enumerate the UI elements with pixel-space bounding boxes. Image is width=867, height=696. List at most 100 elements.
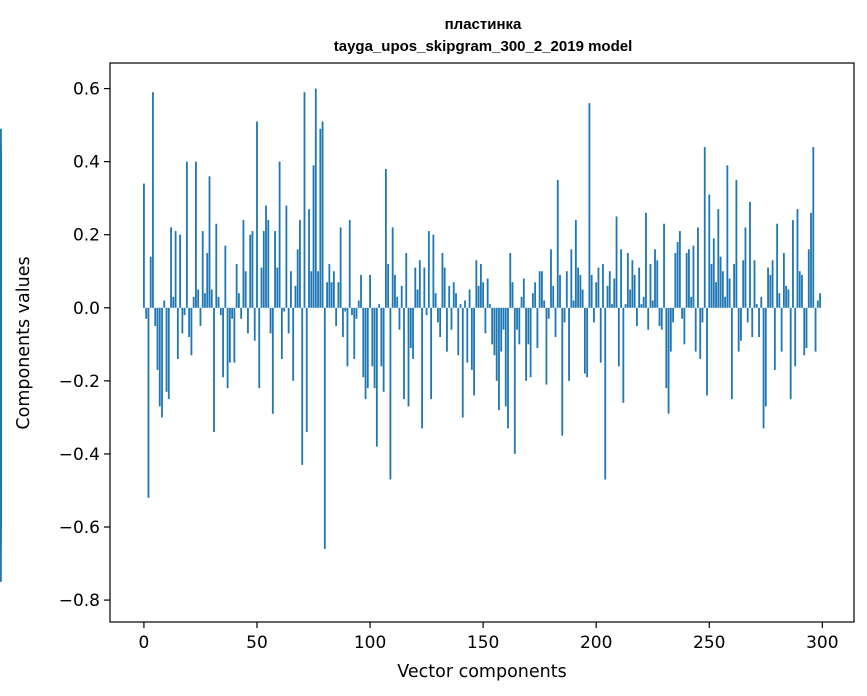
bar-component-35: [222, 307, 224, 378]
bar-component-152: [486, 278, 489, 308]
bar-component-251: [710, 263, 713, 308]
bar-component-253: [715, 282, 717, 308]
bar-component-32: [215, 223, 218, 308]
bar-component-229: [660, 307, 663, 330]
bar-component-267: [746, 307, 749, 323]
bar-component-243: [692, 245, 695, 308]
bar-component-62: [283, 307, 286, 312]
bar-component-72: [305, 307, 308, 433]
bar-component-142: [464, 300, 466, 308]
bar-component-9: [163, 300, 166, 308]
bar-component-245: [697, 227, 699, 308]
bar-component-126: [427, 231, 430, 308]
bar-component-184: [559, 274, 561, 308]
bar-component-210: [617, 307, 620, 367]
bar-component-294: [807, 249, 810, 308]
bar-component-45: [244, 271, 247, 308]
bar-component-44: [242, 220, 245, 308]
bar-component-188: [568, 307, 570, 381]
bar-component-116: [405, 252, 408, 308]
bar-component-275: [764, 307, 767, 407]
bar-component-5: [154, 307, 157, 327]
bar-component-60: [278, 161, 281, 308]
bar-component-278: [771, 260, 774, 308]
bar-component-180: [550, 249, 552, 308]
bar-component-187: [565, 271, 568, 308]
bar-component-144: [468, 289, 471, 308]
bar-component-54: [265, 205, 267, 308]
bar-component-206: [608, 271, 611, 308]
bar-component-211: [620, 249, 622, 308]
bar-component-265: [742, 260, 745, 308]
bar-component-258: [726, 165, 729, 308]
bar-component-98: [364, 307, 367, 400]
y-tick-label: 0.4: [73, 153, 100, 173]
bar-component-239: [683, 307, 686, 345]
bar-component-73: [308, 209, 310, 308]
bar-component-138: [455, 293, 457, 308]
bar-component-204: [604, 307, 607, 480]
bar-component-136: [450, 307, 453, 330]
bar-component-147: [475, 260, 478, 308]
bar-component-215: [629, 289, 632, 308]
bar-component-214: [626, 252, 629, 308]
bar-component-31: [213, 307, 215, 433]
bar-component-238: [681, 307, 684, 319]
bar-component-272: [758, 307, 760, 338]
bar-component-279: [773, 307, 776, 370]
bar-component-255: [719, 256, 722, 308]
bar-component-141: [461, 307, 464, 418]
bar-component-64: [287, 307, 290, 334]
bar-component-159: [502, 307, 505, 330]
bar-component-58: [274, 231, 276, 308]
bar-component-120: [414, 267, 417, 308]
bar-component-77: [317, 271, 319, 308]
bar-component-143: [466, 307, 469, 363]
bar-component-235: [674, 252, 677, 308]
bar-component-133: [443, 267, 446, 308]
bar-component-179: [547, 307, 550, 319]
bar-component-71: [303, 92, 306, 308]
bar-component-undefined: [0, 307, 2, 429]
bar-component-137: [452, 282, 455, 308]
bar-component-273: [760, 296, 763, 308]
bar-component-50: [256, 121, 258, 308]
bar-component-2: [147, 307, 150, 498]
bar-component-100: [369, 274, 371, 308]
bar-component-48: [251, 231, 254, 308]
bar-component-84: [332, 271, 335, 308]
bar-component-155: [493, 307, 496, 356]
bar-component-119: [412, 307, 414, 359]
x-tick-label: 200: [580, 633, 612, 653]
bar-component-232: [667, 307, 670, 414]
bar-component-209: [615, 216, 618, 308]
bar-component-221: [642, 296, 645, 308]
bar-component-156: [495, 307, 498, 381]
bar-component-80: [323, 307, 326, 549]
bar-component-69: [299, 220, 301, 308]
bar-component-24: [197, 289, 200, 308]
bar-component-201: [597, 267, 600, 308]
bar-component-128: [432, 234, 435, 308]
bar-component-266: [744, 227, 747, 308]
bar-component-7: [158, 307, 161, 407]
bar-component-199: [593, 307, 595, 323]
x-tick-label: 250: [693, 633, 725, 653]
bar-component-288: [794, 307, 797, 367]
bar-component-131: [439, 307, 442, 338]
bar-component-291: [801, 274, 803, 308]
bar-component-167: [520, 296, 523, 308]
bar-component-106: [382, 307, 385, 392]
bar-component-28: [206, 252, 209, 308]
bar-component-274: [762, 307, 765, 429]
bar-component-228: [658, 307, 661, 327]
bar-component-81: [326, 282, 328, 308]
bar-component-157: [498, 307, 500, 411]
bar-component-78: [319, 128, 322, 308]
bar-component-195: [583, 307, 586, 374]
bar-component-53: [262, 231, 265, 308]
bar-component-237: [678, 231, 681, 308]
